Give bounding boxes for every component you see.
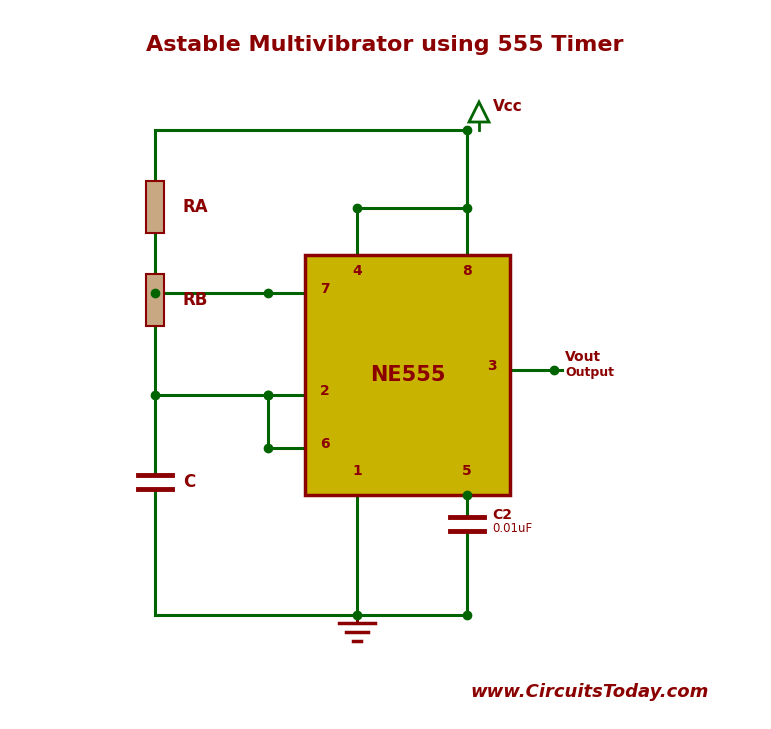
Text: 2: 2 <box>320 384 330 398</box>
Text: 1: 1 <box>352 464 362 478</box>
Text: RB: RB <box>183 291 208 309</box>
Text: 6: 6 <box>320 437 330 451</box>
Text: 0.01uF: 0.01uF <box>492 522 532 535</box>
Text: 7: 7 <box>320 282 330 296</box>
Text: 4: 4 <box>352 264 362 278</box>
Text: C: C <box>183 473 195 491</box>
Bar <box>146 274 164 326</box>
Text: Output: Output <box>565 366 614 379</box>
Text: Vcc: Vcc <box>493 98 523 114</box>
Text: www.CircuitsToday.com: www.CircuitsToday.com <box>471 683 709 701</box>
Bar <box>305 255 510 495</box>
Text: Astable Multivibrator using 555 Timer: Astable Multivibrator using 555 Timer <box>146 35 624 55</box>
Text: RA: RA <box>183 198 209 216</box>
Bar <box>146 181 164 233</box>
Text: 8: 8 <box>462 264 472 278</box>
Text: 5: 5 <box>462 464 472 478</box>
Text: Vout: Vout <box>565 350 601 364</box>
Text: NE555: NE555 <box>370 365 445 385</box>
Text: 3: 3 <box>487 359 497 373</box>
Text: C2: C2 <box>492 508 512 522</box>
